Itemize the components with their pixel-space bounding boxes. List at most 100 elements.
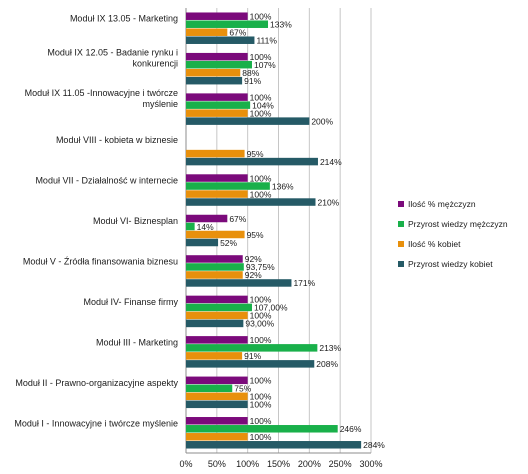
bar (186, 336, 248, 344)
data-label: 67% (229, 27, 246, 37)
bar (186, 28, 228, 36)
legend-label: Przyrost wiedzy mężczyzn (408, 219, 508, 229)
bars (186, 12, 362, 449)
category-labels: Moduł IX 13.05 - Marketing Moduł IX 12.05… (14, 14, 178, 429)
bar (186, 157, 318, 166)
data-label: 100% (250, 108, 272, 118)
data-label: 214% (320, 157, 342, 167)
data-label: 100% (250, 376, 272, 386)
data-label: 100% (250, 432, 272, 442)
bar (186, 36, 255, 44)
data-label: 14% (197, 222, 214, 232)
bar (186, 319, 244, 328)
data-label: 100% (250, 173, 272, 183)
category-label: Moduł VIII - kobieta w biznesie (56, 135, 178, 145)
data-label: 136% (272, 181, 294, 191)
legend-swatch (398, 241, 404, 247)
bar (186, 376, 248, 385)
data-label: 104% (252, 100, 274, 110)
x-axis-ticks: 0% 50% 100% 150% 200% 250% 300% (179, 459, 382, 469)
bar (186, 52, 248, 61)
bar (186, 93, 248, 101)
bar (186, 425, 338, 433)
data-label: 107% (254, 60, 276, 70)
category-label: Moduł V - Źródła finansowania biznesu (23, 256, 178, 266)
data-label: 133% (270, 19, 292, 29)
data-label: 91% (244, 76, 261, 86)
bar (186, 279, 292, 287)
category-label: Moduł VI- Biznesplan (93, 216, 178, 226)
x-tick-label: 300% (359, 459, 382, 469)
data-label: 75% (234, 384, 251, 394)
bar (186, 198, 316, 206)
x-tick-label: 100% (236, 459, 259, 469)
data-label: 208% (316, 359, 338, 369)
data-label: 100% (250, 416, 272, 426)
data-label: 111% (256, 35, 277, 45)
bar (186, 76, 243, 85)
data-label: 100% (250, 335, 272, 345)
x-tick-label: 250% (329, 459, 352, 469)
category-label: Moduł IV- Finanse firmy (83, 297, 178, 307)
category-label: Moduł I - Innowacyjne i twórcze myślenie (14, 418, 178, 428)
legend-label: Przyrost wiedzy kobiet (408, 259, 493, 269)
category-label: konkurencji (132, 59, 178, 69)
data-label: 284% (363, 440, 385, 450)
data-label: 100% (250, 392, 272, 402)
data-label: 67% (229, 214, 246, 224)
legend-label: Ilość % mężczyzn (408, 199, 476, 209)
category-label: Moduł IX 13.05 - Marketing (70, 14, 178, 24)
data-label: 95% (247, 230, 264, 240)
category-label: Moduł II - Prawno-organizacyjne aspekty (15, 378, 178, 388)
category-label: Moduł IX 11.05 -Innowacyjne i twórcze (25, 88, 178, 98)
data-label: 100% (250, 92, 272, 102)
category-label: Moduł III - Marketing (96, 337, 178, 347)
data-label: 246% (340, 424, 362, 434)
data-label: 100% (250, 311, 272, 321)
bar (186, 263, 244, 271)
legend: Ilość % mężczyzn Przyrost wiedzy mężczyzn… (398, 199, 508, 269)
data-label: 100% (250, 52, 272, 62)
bar (186, 417, 248, 425)
bar (186, 214, 228, 223)
category-label: Moduł VII - Działalność w internecie (35, 176, 178, 186)
data-label: 92% (245, 254, 262, 264)
bar (186, 344, 318, 352)
bar (186, 101, 251, 109)
bar (186, 295, 248, 304)
category-label: Moduł IX 12.05 - Badanie rynku i (47, 48, 178, 58)
x-tick-label: 50% (208, 459, 226, 469)
data-label: 200% (311, 116, 333, 126)
data-label: 171% (293, 278, 315, 288)
bar (186, 117, 310, 125)
data-label: 107,00% (254, 303, 288, 313)
data-label: 91% (244, 351, 261, 361)
bar (186, 271, 243, 279)
bar (186, 384, 233, 393)
value-labels: 100%133%67%111%100%107%88%91%100%104%100… (197, 11, 386, 450)
x-tick-label: 200% (298, 459, 321, 469)
bar (186, 311, 248, 320)
bar (186, 441, 362, 449)
bar (186, 230, 245, 239)
data-label: 88% (242, 68, 259, 78)
bar (186, 392, 248, 401)
legend-label: Ilość % kobiet (408, 239, 461, 249)
bar (186, 68, 241, 77)
bar (186, 352, 243, 360)
data-label: 95% (247, 149, 264, 159)
bar (186, 303, 252, 312)
bar (186, 12, 248, 20)
bar (186, 360, 315, 368)
bar (186, 149, 245, 158)
data-label: 100% (250, 400, 272, 410)
legend-swatch (398, 221, 404, 227)
bar (186, 174, 248, 182)
bar (186, 190, 248, 198)
bar (186, 60, 252, 69)
x-tick-label: 0% (179, 459, 192, 469)
bar (186, 238, 219, 247)
data-label: 210% (318, 197, 340, 207)
bar (186, 109, 248, 117)
